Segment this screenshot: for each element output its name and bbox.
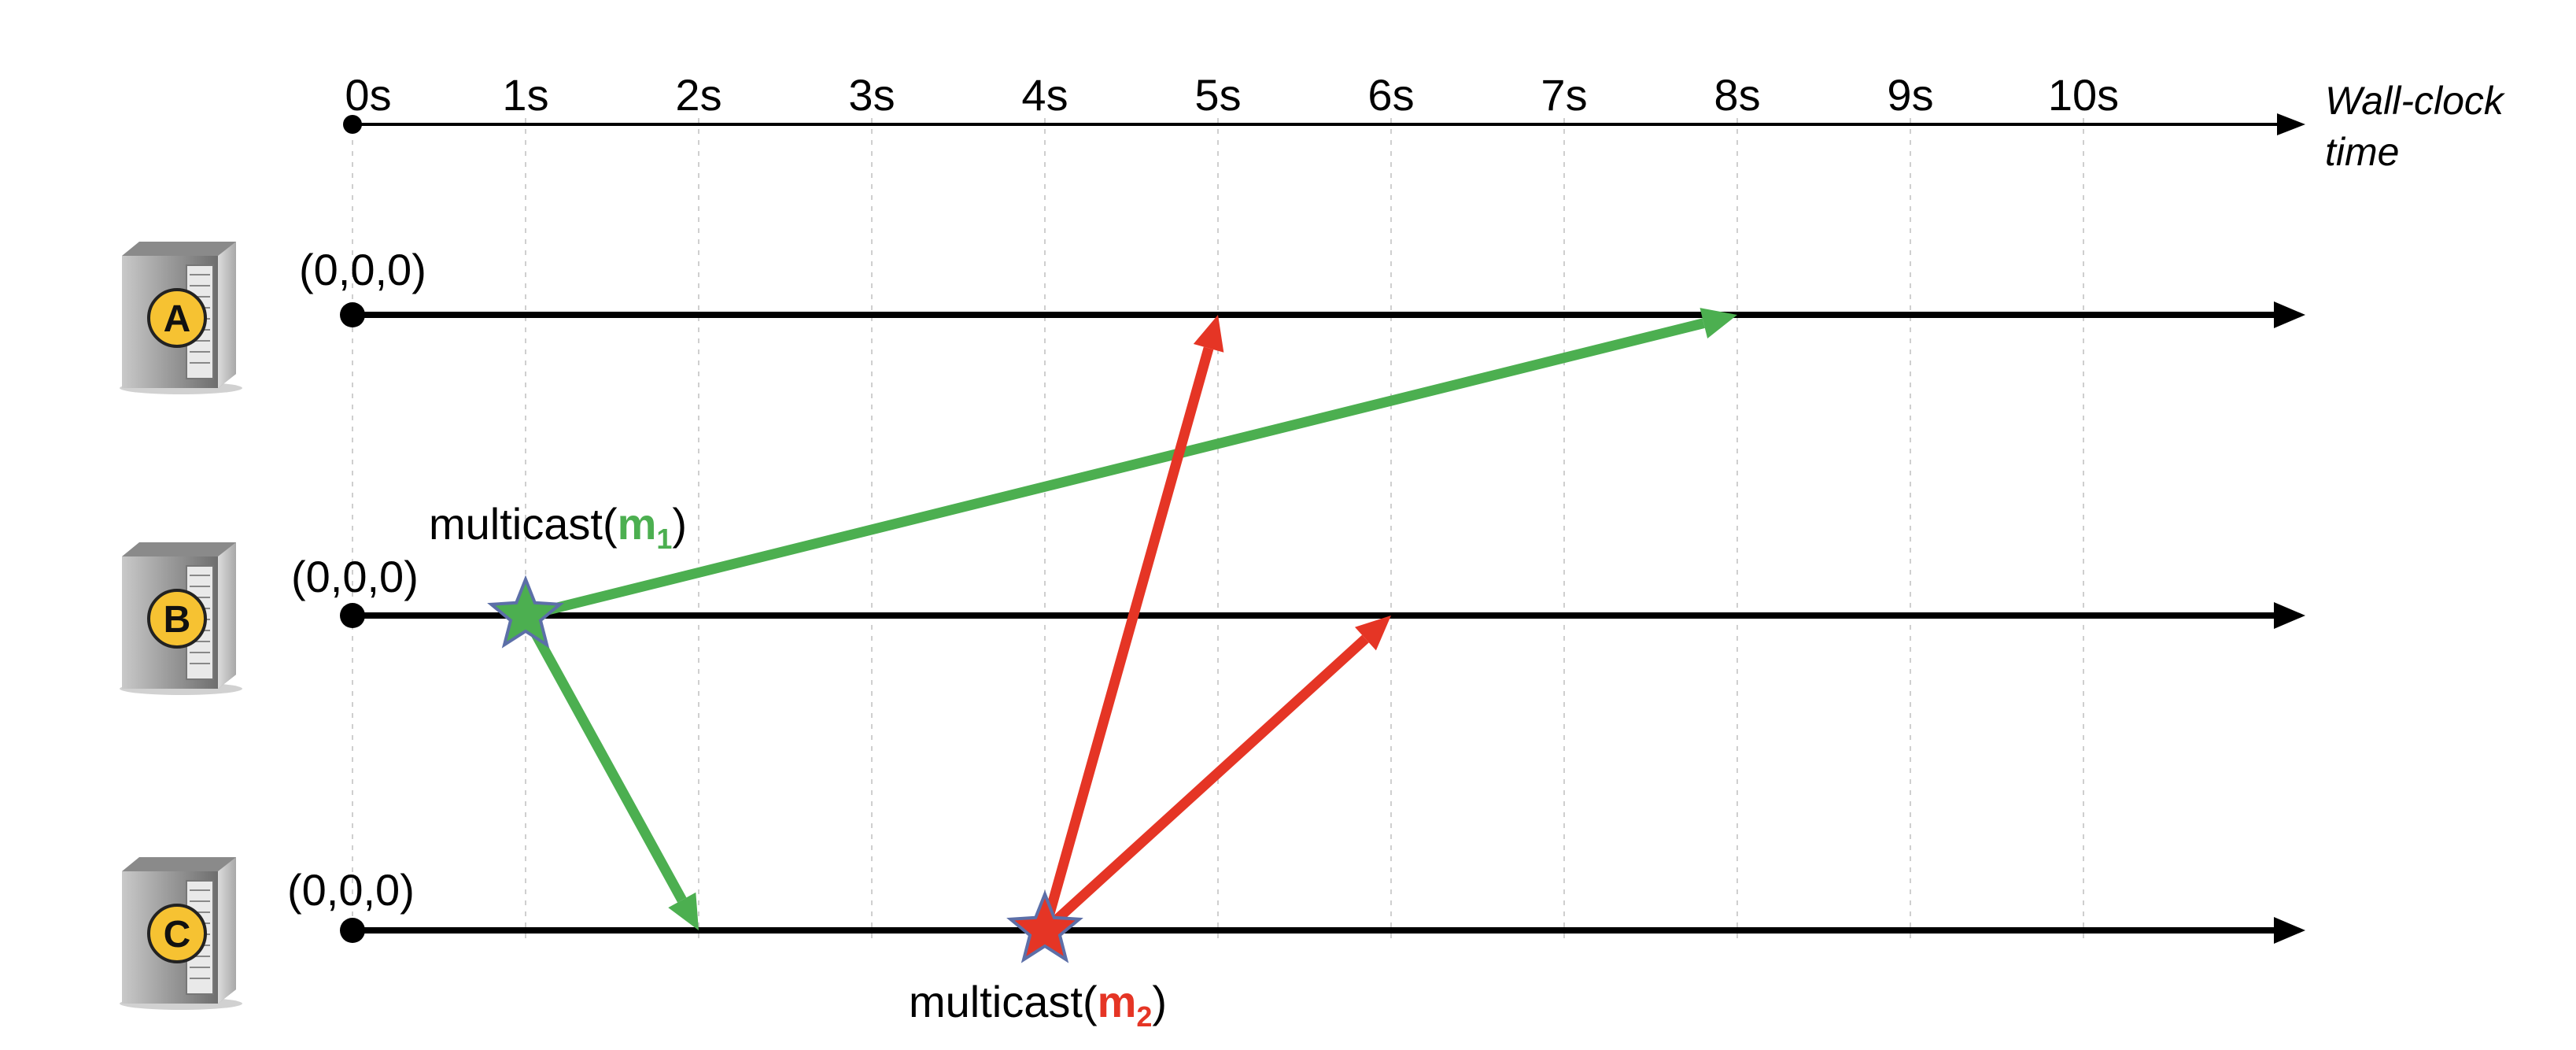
wall-clock-axis: 0s 1s 2s 3s 4s 5s 6s 7s 8s 9s 10s Wall-clock time [343, 70, 2506, 174]
multicast-m1-label: multicast(m1) [429, 499, 687, 555]
wall-clock-axis-origin-dot [343, 115, 362, 134]
server-icons: A B C [120, 242, 242, 1010]
message-shaft [524, 318, 1705, 621]
message-arrowhead [668, 892, 699, 930]
message-arrowhead [1354, 616, 1391, 651]
tick-label-10: 10s [2048, 70, 2119, 120]
vector-clock-C: (0,0,0) [287, 865, 415, 915]
tick-label-0: 0s [345, 70, 391, 120]
tick-label-8: 8s [1714, 70, 1760, 120]
tick-label-9: 9s [1887, 70, 1933, 120]
tick-labels: 0s 1s 2s 3s 4s 5s 6s 7s 8s 9s 10s [345, 70, 2119, 120]
tick-label-2: 2s [675, 70, 722, 120]
tick-label-7: 7s [1541, 70, 1587, 120]
timeline-A-start-dot [340, 302, 365, 327]
server-icon-B: B [120, 542, 242, 695]
wall-clock-axis-arrowhead [2277, 113, 2305, 135]
tick-label-1: 1s [502, 70, 548, 120]
process-badge-C [147, 904, 207, 963]
message-arrows [521, 308, 1737, 934]
message-arrow-m2-to-A [1039, 315, 1224, 932]
process-badge-label-C: C [164, 914, 191, 956]
axis-label-line1: Wall-clock [2325, 79, 2506, 123]
message-arrow-m1-to-C [521, 612, 699, 930]
process-timeline-C: (0,0,0) [287, 865, 2305, 944]
timeline-B-arrowhead [2274, 602, 2305, 629]
event-stars [487, 575, 1083, 963]
process-badge-B [147, 589, 207, 649]
message-arrowhead [1699, 308, 1737, 339]
process-timeline-B: (0,0,0) [291, 552, 2305, 629]
server-side [218, 242, 236, 388]
vector-clock-A: (0,0,0) [299, 245, 426, 294]
message-arrow-m2-to-B [1041, 616, 1391, 934]
tick-label-5: 5s [1194, 70, 1241, 120]
process-badge-A [147, 288, 207, 348]
tick-label-6: 6s [1367, 70, 1414, 120]
timeline-B-start-dot [340, 603, 365, 628]
server-side [218, 542, 236, 689]
message-shaft [1039, 346, 1214, 932]
message-shaft [1041, 634, 1369, 934]
server-icon-A: A [120, 242, 242, 394]
timeline-C-start-dot [340, 918, 365, 943]
server-icon-C: C [120, 857, 242, 1010]
process-badge-label-B: B [164, 599, 191, 641]
server-side [218, 857, 236, 1004]
timeline-A-arrowhead [2274, 301, 2305, 328]
process-timeline-A: (0,0,0) [299, 245, 2305, 328]
message-shaft [521, 612, 687, 903]
vector-clock-B: (0,0,0) [291, 552, 419, 601]
message-arrowhead [1193, 315, 1224, 353]
tick-label-4: 4s [1021, 70, 1068, 120]
process-badge-label-A: A [164, 298, 191, 340]
message-arrow-m1-to-A [524, 308, 1737, 621]
axis-label-line2: time [2325, 130, 2399, 174]
event-star-m1 [487, 575, 564, 649]
multicast-m2-label: multicast(m2) [909, 977, 1167, 1033]
event-star-m2 [1006, 889, 1083, 963]
timeline-C-arrowhead [2274, 917, 2305, 944]
tick-label-3: 3s [848, 70, 895, 120]
